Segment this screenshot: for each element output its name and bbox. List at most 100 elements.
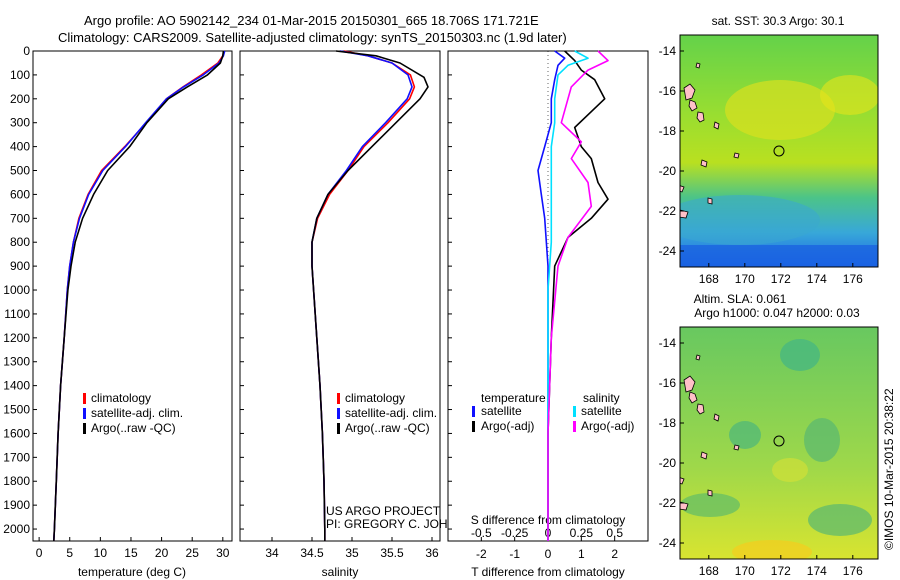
map-x-tick-label: 168	[699, 564, 719, 578]
project-annotation-1: US ARGO PROJECT	[326, 504, 441, 518]
y-tick-label: 1900	[3, 498, 30, 512]
sst-warm-patch	[820, 75, 878, 115]
y-tick-label: 1300	[3, 355, 30, 369]
legend-t-satellite: satellite	[481, 404, 522, 418]
map-y-tick-label: -22	[659, 204, 677, 218]
salinity-plot-frame	[239, 50, 441, 542]
temperature-legend: climatology satellite-adj. clim. Argo(..…	[83, 391, 183, 435]
legend-climatology: climatology	[91, 391, 151, 405]
legend-swatch-s-argo	[573, 421, 576, 432]
y-tick-label: 800	[10, 235, 30, 249]
map-y-tick-label: -16	[659, 376, 677, 390]
legend-climatology: climatology	[345, 391, 405, 405]
y-tick-label: 1100	[4, 307, 30, 321]
map-y-tick-label: -24	[659, 244, 677, 258]
legend-s-argo: Argo(-adj)	[581, 419, 634, 433]
map-x-tick-label: 176	[843, 272, 863, 286]
x-tick-label: 10	[94, 546, 108, 560]
map-y-tick-label: -16	[659, 84, 677, 98]
difference-xlabel: T difference from climatology	[471, 565, 625, 579]
salinity-diff-legend: salinity satellite Argo(-adj)	[573, 391, 634, 433]
argo-position-marker	[773, 145, 785, 157]
y-tick-label: 600	[10, 187, 30, 201]
sst-cool-patch	[680, 195, 820, 245]
salinity-xlabel: salinity	[322, 565, 359, 579]
sst-map-frame	[679, 34, 879, 268]
sst-warm-patch	[725, 80, 835, 140]
legend-s-satellite: satellite	[581, 404, 622, 418]
legend-swatch-argo	[337, 423, 340, 434]
x-tick-label: 35.5	[380, 546, 404, 560]
y-tick-label: 1800	[3, 474, 30, 488]
map-y-tick-label: -24	[659, 536, 677, 550]
map-y-tick-label: -14	[659, 336, 677, 350]
map-x-tick-label: 174	[807, 272, 827, 286]
legend-satellite: satellite-adj. clim.	[345, 406, 437, 420]
series-line-argo	[311, 50, 429, 541]
sla-low-patch	[804, 418, 840, 462]
header-line1: Argo profile: AO 5902142_234 01-Mar-2015…	[84, 13, 539, 28]
map-x-tick-label: 170	[735, 564, 755, 578]
map-y-tick-label: -18	[659, 124, 677, 138]
sst-island-outlines	[680, 62, 740, 219]
y-tick-label: 1400	[3, 379, 30, 393]
series-line-t-argo	[547, 50, 609, 541]
y-tick-label: 300	[10, 116, 30, 130]
sla-map-title-1: Altim. SLA: 0.061	[694, 292, 787, 306]
map-x-tick-label: 176	[843, 564, 863, 578]
sla-map: Altim. SLA: 0.061 Argo h1000: 0.047 h200…	[659, 292, 879, 578]
x-tick-label: 34	[265, 546, 279, 560]
x-tick-label: 34.5	[300, 546, 324, 560]
map-x-tick-label: 172	[771, 272, 791, 286]
map-y-tick-label: -20	[659, 164, 677, 178]
map-x-tick-label: 170	[735, 272, 755, 286]
sla-high-patch	[772, 458, 808, 482]
x-tick-label: -1	[509, 547, 520, 561]
sst-cold-band	[680, 245, 878, 267]
map-y-tick-label: -18	[659, 416, 677, 430]
y-tick-label: 500	[10, 164, 30, 178]
y-tick-label: 1200	[3, 331, 30, 345]
temperature-plot-frame	[32, 50, 233, 542]
y-tick-label: 1700	[3, 450, 30, 464]
temperature-panel: temperature (deg C) climatology satellit…	[3, 44, 233, 579]
x-tick-label: 25	[186, 546, 200, 560]
legend-swatch-satellite	[337, 408, 340, 419]
s-tick-label: 0.25	[570, 526, 594, 540]
legend-s-title: salinity	[583, 391, 620, 405]
y-tick-label: 1600	[3, 426, 30, 440]
legend-swatch-satellite	[83, 408, 86, 419]
x-tick-label: 0	[545, 547, 552, 561]
x-tick-label: 2	[611, 547, 618, 561]
legend-swatch-climatology	[337, 393, 340, 404]
salinity-legend: climatology satellite-adj. clim. Argo(..…	[337, 391, 437, 435]
sla-map-frame	[679, 326, 879, 560]
map-y-tick-label: -22	[659, 496, 677, 510]
sla-low-patch	[680, 493, 740, 517]
header-line2: Climatology: CARS2009. Satellite-adjuste…	[58, 30, 567, 45]
sla-low-patch	[729, 421, 761, 449]
x-tick-label: 35	[345, 546, 359, 560]
s-tick-label: -0.5	[471, 526, 492, 540]
temperature-diff-legend: temperature satellite Argo(-adj)	[472, 391, 546, 433]
x-tick-label: 36	[425, 546, 439, 560]
sla-low-patch	[808, 504, 872, 536]
y-tick-label: 1000	[3, 283, 30, 297]
map-x-tick-label: 172	[771, 564, 791, 578]
y-tick-label: 200	[10, 92, 30, 106]
legend-swatch-climatology	[83, 393, 86, 404]
legend-swatch-argo	[83, 423, 86, 434]
x-tick-label: 5	[66, 546, 73, 560]
map-y-tick-label: -20	[659, 456, 677, 470]
x-tick-label: 0	[36, 546, 43, 560]
argo-position-marker	[773, 435, 785, 447]
legend-t-title: temperature	[481, 391, 546, 405]
y-tick-label: 900	[10, 259, 30, 273]
y-tick-label: 0	[23, 44, 30, 58]
y-tick-label: 2000	[3, 522, 30, 536]
imos-credit: ©IMOS 10-Mar-2015 20:38:22	[882, 388, 896, 550]
sst-map-title: sat. SST: 30.3 Argo: 30.1	[712, 14, 845, 28]
x-tick-label: 20	[155, 546, 169, 560]
y-tick-label: 400	[10, 140, 30, 154]
